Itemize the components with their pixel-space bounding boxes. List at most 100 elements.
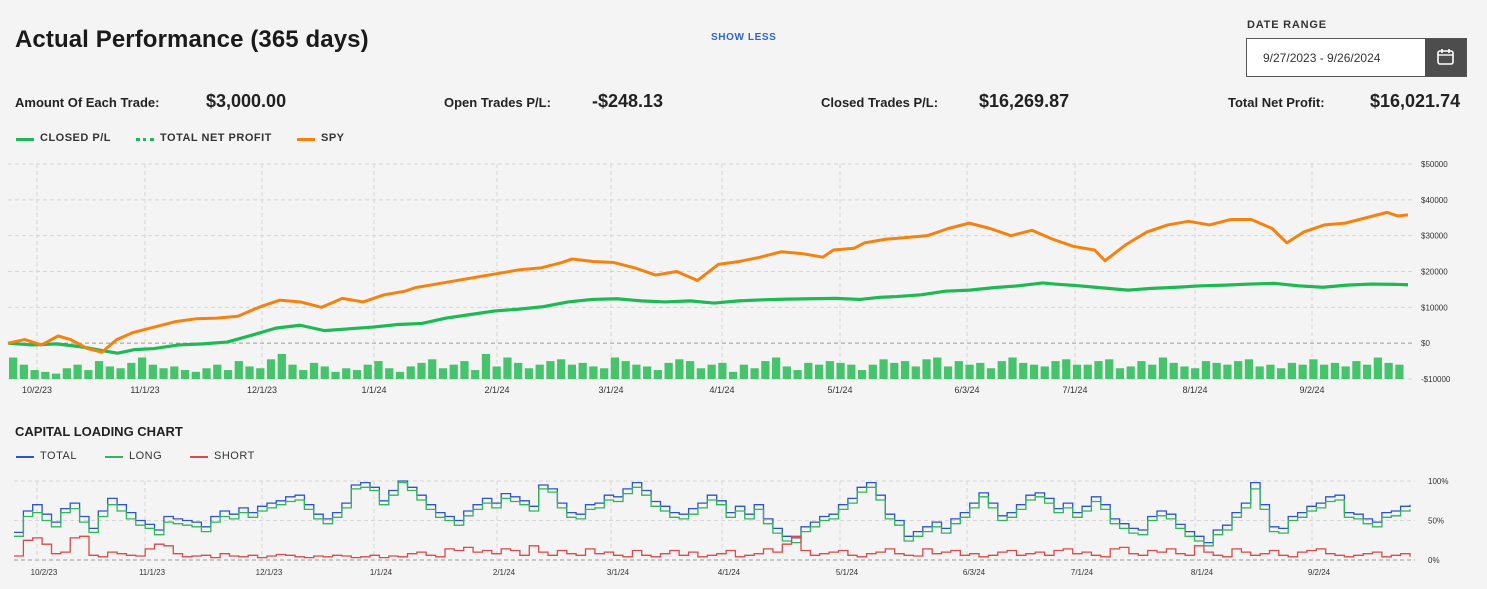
date-range-label: DATE RANGE [1247,19,1327,31]
legend-short-label: SHORT [214,450,255,462]
date-range-input[interactable] [1247,39,1427,76]
x-tick-label: 2/1/24 [493,568,516,577]
pl-bar [890,362,899,379]
pl-bar [922,359,931,379]
pl-bar [288,364,297,379]
pl-bar [943,366,953,379]
pl-bar [997,361,1006,379]
pl-bar [857,370,867,379]
pl-bar [352,370,362,379]
pl-bar [299,370,308,379]
pl-bar [535,364,544,379]
capital-loading-title: CAPITAL LOADING CHART [15,424,183,439]
pl-bar [245,366,254,379]
pl-bar [986,368,996,379]
x-tick-label: 4/1/24 [718,568,741,577]
pl-bar [1115,368,1125,379]
pl-bar [481,353,491,379]
pl-bar [1105,359,1114,379]
x-tick-label: 9/2/24 [1299,385,1324,395]
legend-spy-swatch [297,138,315,141]
pl-bar [148,364,157,379]
pl-bar [1244,359,1254,379]
pl-bar [664,362,673,379]
x-tick-label: 4/1/24 [709,385,734,395]
pl-bar [170,366,179,379]
show-less-button[interactable]: SHOW LESS [711,32,777,43]
pl-bar [1352,361,1361,379]
x-tick-label: 8/1/24 [1182,385,1207,395]
y-tick-label: $0 [1421,339,1430,348]
x-tick-label: 10/2/23 [31,568,58,577]
pl-bar [1158,357,1168,379]
pl-bar [1072,364,1082,379]
pl-bar [578,362,587,379]
pl-bar [911,366,920,379]
pl-bar [933,357,942,379]
pl-bar [1266,364,1275,379]
pl-bar [954,361,963,379]
x-tick-label: 8/1/24 [1191,568,1214,577]
pl-bar [127,362,136,379]
pl-bar [191,371,200,379]
pl-bar [234,361,243,379]
legend-spy-label: SPY [321,132,345,144]
net-profit-label: Total Net Profit: [1228,95,1325,110]
pl-bar [696,368,705,379]
x-tick-label: 6/3/24 [954,385,979,395]
pl-bar [1008,357,1017,379]
pl-bar [1395,364,1404,379]
x-tick-label: 12/1/23 [247,385,277,395]
pl-bar [750,368,759,379]
closed-pl-value: $16,269.87 [979,91,1070,111]
calendar-icon [1437,49,1454,65]
pl-bar [449,364,458,379]
pl-bar [782,366,791,379]
pl-bar [524,368,534,379]
short-line [14,535,1411,559]
pl-bar [728,371,738,379]
pl-bar [395,371,405,379]
pl-bar [610,357,620,379]
pl-bar [1287,362,1297,379]
pl-bar [1040,366,1049,379]
date-range-picker [1246,38,1467,77]
pl-bar [428,359,437,379]
pl-bar [1212,362,1221,379]
pl-bar [1201,361,1211,379]
pl-bar [1029,364,1039,379]
legend-short-swatch [190,456,208,458]
x-tick-label: 7/1/24 [1062,385,1087,395]
pl-bar [1341,366,1350,379]
x-tick-label: 11/1/23 [139,568,166,577]
date-range-button[interactable] [1425,39,1466,76]
long-line [14,481,1411,547]
x-tick-label: 9/2/24 [1308,568,1331,577]
pl-bar [84,370,93,379]
legend-closed-swatch [16,138,34,141]
pl-bar [1234,361,1243,379]
pl-bar [503,357,512,379]
pl-bar [73,364,82,379]
pl-bar [213,364,222,379]
pl-bar [1277,368,1286,379]
pl-bar [1298,364,1307,379]
pl-bar [363,364,372,379]
y-tick-label: 50% [1428,517,1444,526]
y-tick-label: $20000 [1421,268,1448,277]
pl-bar [976,362,985,379]
pl-bar [847,364,856,379]
pl-bar [51,373,61,379]
pl-bar [761,361,770,379]
pl-bar [1083,364,1092,379]
performance-chart: $50000 $40000 $30000 $20000 $10000 $0 -$10000 1… [7,160,1451,395]
legend-net-label: TOTAL NET PROFIT [160,132,272,144]
x-tick-label: 1/1/24 [361,385,386,395]
pl-bar [567,364,577,379]
pl-bar [116,368,125,379]
pl-bar [277,353,286,379]
pl-bar [793,370,802,379]
pl-bar [471,370,480,379]
pl-bar [309,362,319,379]
pl-bar [223,370,233,379]
